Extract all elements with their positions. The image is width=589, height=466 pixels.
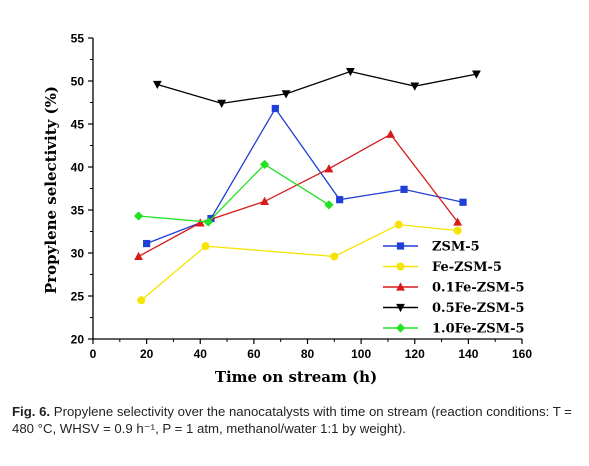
caption-label: Fig. 6. [12,404,51,419]
data-point-0-5fe-zsm-5 [152,80,162,90]
x-tick-label: 0 [90,347,97,361]
plot-area: 0 20 40 60 80 100 120 140 160 20 25 30 35 40 45 50 55 ZSM… [71,32,533,362]
y-tick-label: 20 [71,333,85,347]
data-point-0-1fe-zsm-5 [260,196,269,205]
data-point-1-0fe-zsm-5 [260,159,270,170]
legend-label-zsm-5: ZSM-5 [432,240,480,255]
series-line-0-5fe-zsm-5 [157,70,477,105]
data-point-0-1fe-zsm-5 [453,217,463,226]
y-tick-label: 25 [71,290,85,304]
data-point-0-1fe-zsm-5 [134,251,143,261]
data-point-zsm-5 [400,185,408,193]
legend-label-0-5fe-zsm-5: 0.5Fe-ZSM-5 [432,301,525,316]
data-point-zsm-5 [271,104,279,113]
x-tick-label: 60 [247,347,261,361]
chart: 0 20 40 60 80 100 120 140 160 20 25 30 35 40 45 50 55 ZSM… [42,32,533,387]
data-point-fe-zsm-5 [394,220,403,229]
y-tick-label: 30 [71,247,85,261]
x-tick-label: 80 [301,347,315,361]
data-point-0-5fe-zsm-5 [472,70,481,79]
data-point-1-0fe-zsm-5 [324,200,334,210]
data-point-0-1fe-zsm-5 [324,164,334,173]
caption-text: Propylene selectivity over the nanocatal… [12,404,572,436]
x-axis-title: Time on stream (h) [215,368,377,386]
data-point-0-1fe-zsm-5 [386,129,396,138]
series-line-fe-zsm-5 [140,223,458,301]
x-tick-label: 120 [405,347,425,361]
x-tick-label: 100 [351,347,371,361]
y-tick-label: 35 [71,204,85,218]
legend-marker-0-5fe-zsm-5 [396,303,405,313]
y-axis-title: Propylene selectivity (%) [42,86,60,294]
legend-marker-0-1fe-zsm-5 [396,282,405,291]
data-point-0-5fe-zsm-5 [346,67,355,77]
legend-label-1-0fe-zsm-5: 1.0Fe-ZSM-5 [432,322,525,337]
y-tick-label: 45 [71,118,85,132]
data-point-0-5fe-zsm-5 [410,82,420,91]
figure-caption: Fig. 6. Propylene selectivity over the n… [12,403,582,437]
y-tick-label: 50 [71,75,85,89]
x-tick-label: 20 [140,347,154,361]
x-tick-label: 160 [512,347,532,361]
series-line-0-1fe-zsm-5 [138,133,459,258]
x-tick-label: 40 [194,347,208,361]
legend-marker-zsm-5 [396,242,405,250]
y-tick-label: 55 [71,32,85,46]
data-point-1-0fe-zsm-5 [203,217,213,227]
series-line-1-0fe-zsm-5 [138,163,330,223]
data-point-zsm-5 [143,239,151,248]
data-point-0-1fe-zsm-5 [195,218,205,227]
data-point-zsm-5 [336,196,344,204]
data-point-fe-zsm-5 [137,296,146,305]
data-point-zsm-5 [459,198,467,206]
data-point-fe-zsm-5 [453,226,462,235]
legend-label-0-1fe-zsm-5: 0.1Fe-ZSM-5 [432,281,525,296]
data-point-1-0fe-zsm-5 [133,211,144,221]
legend-marker-1-0fe-zsm-5 [395,323,406,333]
data-point-fe-zsm-5 [201,242,210,251]
legend-label-fe-zsm-5: Fe-ZSM-5 [432,260,502,275]
data-point-0-5fe-zsm-5 [281,90,291,99]
y-tick-label: 40 [71,161,85,175]
legend-marker-fe-zsm-5 [396,262,405,271]
x-tick-label: 140 [458,347,478,361]
data-point-0-5fe-zsm-5 [217,99,227,108]
series-line-zsm-5 [146,107,464,245]
data-point-fe-zsm-5 [330,252,339,261]
